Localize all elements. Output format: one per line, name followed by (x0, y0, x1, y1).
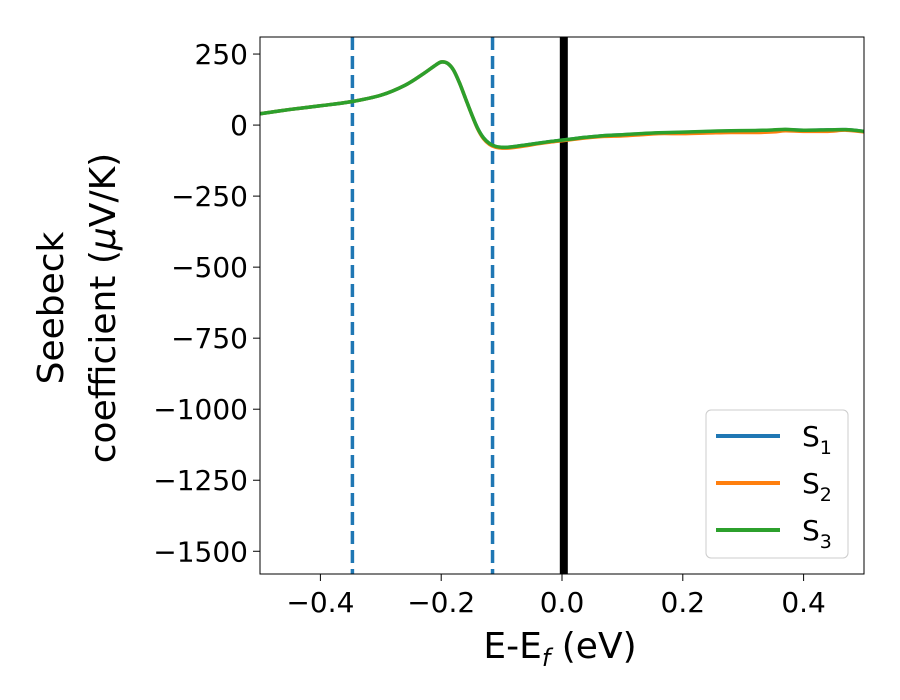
x-tick-label: 0.2 (661, 586, 706, 619)
legend-entry-s2: S2 (716, 467, 832, 506)
svg-text:S2: S2 (802, 467, 832, 506)
x-tick-label: 0.0 (540, 586, 585, 619)
y-tick-label: −1250 (153, 464, 248, 497)
svg-text:S3: S3 (802, 514, 832, 553)
y-tick-label: −500 (171, 251, 248, 284)
legend: S1 S2 S3 (705, 409, 849, 559)
x-tick-label: −0.4 (286, 586, 354, 619)
y-axis-label: Seebeck coefficient (μV/K) (31, 153, 124, 463)
plot-area (260, 37, 864, 574)
svg-text:S1: S1 (802, 420, 832, 459)
y-tick-label: 250 (195, 38, 248, 71)
legend-entry-s1: S1 (716, 420, 832, 459)
legend-entry-s3: S3 (716, 514, 832, 553)
axis-ticks: −0.4 −0.2 0.0 0.2 0.4 250 0 −250 −500 −750 −1000 −1… (153, 38, 826, 619)
x-tick-label: −0.2 (407, 586, 475, 619)
y-tick-label: −1000 (153, 393, 248, 426)
y-axis-label-line1: Seebeck (31, 231, 72, 384)
y-tick-label: −1500 (153, 535, 248, 568)
y-tick-label: −750 (171, 322, 248, 355)
x-tick-label: 0.4 (781, 586, 826, 619)
series-line-s3 (260, 60, 864, 150)
y-axis-label-line2: coefficient (μV/K) (83, 153, 124, 463)
x-axis-label: E-Ef (eV) (483, 626, 636, 672)
y-tick-label: 0 (230, 109, 248, 142)
plot-clip-group (260, 37, 864, 574)
y-tick-label: −250 (171, 180, 248, 213)
